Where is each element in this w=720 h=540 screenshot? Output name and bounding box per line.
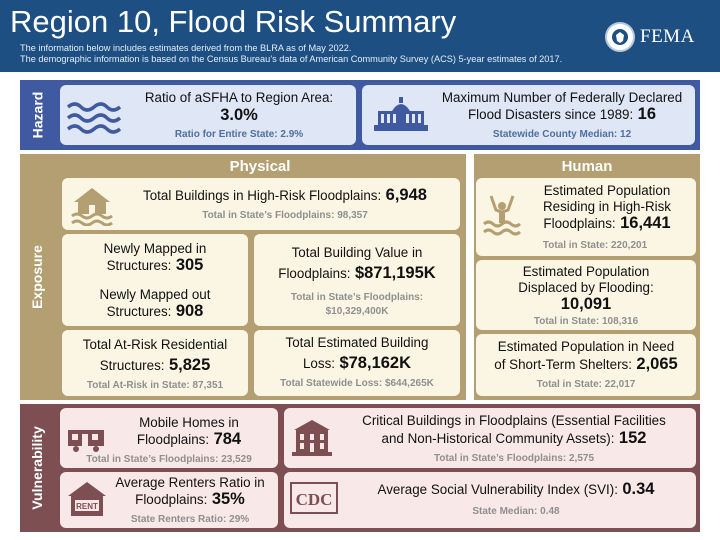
at-risk-label-2: Structures: <box>99 358 165 373</box>
civic-building-icon <box>292 420 332 456</box>
disasters-sub: Statewide County Median: 12 <box>492 129 632 140</box>
at-risk-sub: Total At-Risk in State: 87,351 <box>86 380 224 391</box>
person-in-water-icon <box>483 195 521 236</box>
water-waves-icon <box>66 102 122 134</box>
pop-shelters-sub: Total in State: 22,017 <box>536 379 636 390</box>
newly-mapped-out-value: 908 <box>175 302 204 320</box>
pop-shelters-label-2: of Short-Term Shelters: <box>494 357 632 372</box>
at-risk-value: 5,825 <box>168 356 211 374</box>
total-buildings-sub: Total in State’s Floodplains: 98,357 <box>202 210 368 221</box>
rent-sign-text: RENT <box>76 502 98 511</box>
svi-card: CDC Average Social Vulnerability Index (… <box>284 472 696 528</box>
newly-mapped-in-value: 305 <box>175 256 204 274</box>
svi-label: Average Social Vulnerability Index (SVI)… <box>377 482 618 497</box>
building-value-label-1: Total Building Value in <box>291 245 423 260</box>
pop-high-risk-sub: Total in State: 220,201 <box>542 240 648 251</box>
total-buildings-label: Total Buildings in High-Risk Floodplains… <box>143 188 382 203</box>
pop-displaced-label-2: Displaced by Flooding: <box>518 280 654 295</box>
physical-heading: Physical <box>229 158 291 175</box>
svi-value: 0.34 <box>622 480 655 498</box>
svi-sub: State Median: 0.48 <box>472 506 560 517</box>
dhs-seal-icon <box>605 22 635 52</box>
asfha-label: Ratio of aSFHA to Region Area: <box>144 90 334 105</box>
pop-displaced-label-1: Estimated Population <box>522 264 650 279</box>
critical-buildings-card: Critical Buildings in Floodplains (Essen… <box>284 408 696 468</box>
newly-mapped-in-label-2: Structures: <box>106 258 172 273</box>
asfha-value: 3.0% <box>220 106 258 124</box>
total-buildings-value: 6,948 <box>385 186 427 204</box>
building-loss-card: Total Estimated Building Loss: $78,162K … <box>254 330 460 396</box>
cdc-logo-text: CDC <box>296 490 333 509</box>
pop-displaced-card: Estimated Population Displaced by Floodi… <box>476 260 696 330</box>
disasters-label-2: Flood Disasters since 1989: <box>467 107 634 122</box>
building-loss-sub: Total Statewide Loss: $644,265K <box>280 378 434 389</box>
renters-label-1: Average Renters Ratio in <box>115 475 265 490</box>
disasters-label-1: Maximum Number of Federally Declared <box>441 90 683 105</box>
renters-card: RENT Average Renters Ratio in Floodplain… <box>60 472 278 528</box>
renters-sub: State Renters Ratio: 29% <box>130 514 250 525</box>
building-value-card: Total Building Value in Floodplains: $87… <box>254 234 460 326</box>
building-value-sub-2: $10,329,400K <box>325 306 389 317</box>
critical-buildings-sub: Total in State’s Floodplains: 2,575 <box>433 453 595 464</box>
pop-shelters-card: Estimated Population in Need of Short-Te… <box>476 334 696 396</box>
flooded-house-icon <box>71 188 113 226</box>
at-risk-label-1: Total At-Risk Residential <box>82 337 228 352</box>
critical-buildings-label-2: and Non-Historical Community Assets): <box>381 431 615 446</box>
human-heading: Human <box>561 158 613 175</box>
disasters-card: Maximum Number of Federally Declared Flo… <box>362 85 695 145</box>
pop-displaced-value: 10,091 <box>560 295 612 313</box>
header-note-1: The information below includes estimates… <box>20 43 352 53</box>
critical-buildings-value: 152 <box>618 429 647 447</box>
building-value-sub-1: Total in State’s Floodplains: <box>290 292 424 303</box>
pop-high-risk-value: 16,441 <box>620 214 671 232</box>
building-value-label-2: Floodplains: <box>278 266 351 281</box>
pop-high-risk-label-2: Residing in High-Risk <box>542 199 671 214</box>
total-buildings-card: Total Buildings in High-Risk Floodplains… <box>62 178 460 230</box>
at-risk-residential-card: Total At-Risk Residential Structures: 5,… <box>62 330 248 396</box>
pop-shelters-label-1: Estimated Population in Need <box>497 339 675 354</box>
disasters-value: 16 <box>637 105 657 123</box>
header-note-2: The demographic information is based on … <box>20 54 563 64</box>
fema-logo: FEMA <box>605 20 715 54</box>
mobile-home-icon <box>68 430 104 452</box>
building-value-value: $871,195K <box>354 264 436 282</box>
mobile-homes-label-2: Floodplains: <box>136 432 210 447</box>
exposure-divider <box>466 154 474 400</box>
pop-displaced-sub: Total in State: 108,316 <box>533 316 639 327</box>
mobile-homes-label-1: Mobile Homes in <box>139 415 239 430</box>
newly-mapped-card: Newly Mapped in Structures: 305 Newly Ma… <box>62 234 248 326</box>
exposure-label: Exposure <box>29 245 45 309</box>
pop-high-risk-card: Estimated Population Residing in High-Ri… <box>476 178 696 256</box>
mobile-homes-value: 784 <box>213 430 242 448</box>
fema-logo-text: FEMA <box>640 26 695 47</box>
renters-value: 35% <box>211 490 245 508</box>
hazard-label: Hazard <box>29 91 45 139</box>
building-loss-label-1: Total Estimated Building <box>285 335 429 350</box>
pop-high-risk-label-3: Floodplains: <box>543 216 616 231</box>
renters-label-2: Floodplains: <box>135 492 208 507</box>
newly-mapped-out-label-1: Newly Mapped out <box>99 287 211 302</box>
page-title: Region 10, Flood Risk Summary <box>10 4 457 39</box>
rent-sign-icon: RENT <box>68 482 106 516</box>
cdc-logo-icon: CDC <box>290 482 338 514</box>
vulnerability-label: Vulnerability <box>29 426 46 510</box>
government-building-icon <box>374 97 428 131</box>
newly-mapped-in-label-1: Newly Mapped in <box>103 241 207 256</box>
pop-shelters-value: 2,065 <box>636 355 678 373</box>
critical-buildings-label-1: Critical Buildings in Floodplains (Essen… <box>362 413 666 428</box>
mobile-homes-card: Mobile Homes in Floodplains: 784 Total i… <box>60 408 278 468</box>
mobile-homes-sub: Total in State’s Floodplains: 23,529 <box>86 454 252 465</box>
pop-high-risk-label-1: Estimated Population <box>543 183 671 198</box>
asfha-sub: Ratio for Entire State: 2.9% <box>174 129 304 140</box>
asfha-card: Ratio of aSFHA to Region Area: 3.0% Rati… <box>60 85 356 145</box>
newly-mapped-out-label-2: Structures: <box>106 304 172 319</box>
building-loss-label-2: Loss: <box>302 356 335 371</box>
building-loss-value: $78,162K <box>339 354 412 372</box>
header-banner: Region 10, Flood Risk Summary The inform… <box>0 0 720 72</box>
